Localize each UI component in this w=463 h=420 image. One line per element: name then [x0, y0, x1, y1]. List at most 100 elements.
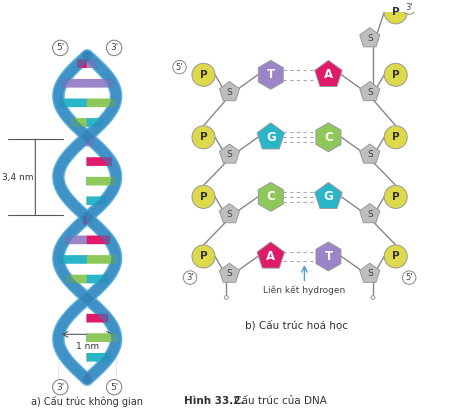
Circle shape [106, 380, 122, 395]
FancyBboxPatch shape [86, 333, 88, 342]
Text: T: T [325, 250, 332, 263]
Text: S: S [367, 210, 373, 219]
Circle shape [225, 296, 228, 299]
Text: T: T [267, 68, 275, 81]
Polygon shape [219, 81, 239, 101]
Text: Cấu trúc của DNA: Cấu trúc của DNA [232, 396, 327, 407]
FancyBboxPatch shape [86, 138, 88, 146]
Circle shape [192, 245, 215, 268]
FancyBboxPatch shape [86, 353, 88, 362]
Circle shape [384, 245, 407, 268]
Circle shape [183, 271, 197, 284]
Text: G: G [266, 131, 275, 144]
FancyBboxPatch shape [86, 197, 88, 205]
Polygon shape [219, 144, 239, 163]
Polygon shape [360, 204, 380, 223]
Text: 3': 3' [406, 3, 413, 12]
Text: S: S [367, 150, 373, 159]
Polygon shape [316, 242, 341, 271]
FancyBboxPatch shape [87, 314, 108, 323]
Text: 5': 5' [176, 63, 183, 72]
FancyBboxPatch shape [87, 118, 103, 127]
Circle shape [192, 185, 215, 208]
Circle shape [192, 126, 215, 149]
FancyBboxPatch shape [71, 118, 88, 127]
FancyBboxPatch shape [87, 177, 117, 186]
Text: 3': 3' [110, 43, 118, 52]
Circle shape [192, 63, 215, 87]
Text: G: G [324, 190, 333, 203]
FancyBboxPatch shape [87, 236, 110, 244]
Polygon shape [360, 81, 380, 101]
FancyBboxPatch shape [87, 157, 112, 166]
FancyBboxPatch shape [57, 255, 88, 264]
Text: 5': 5' [56, 43, 64, 52]
Circle shape [402, 1, 416, 14]
Polygon shape [360, 28, 380, 47]
FancyBboxPatch shape [87, 255, 117, 264]
FancyBboxPatch shape [64, 236, 88, 244]
FancyBboxPatch shape [86, 177, 88, 186]
Polygon shape [257, 242, 284, 268]
Circle shape [402, 271, 416, 284]
FancyBboxPatch shape [87, 333, 117, 342]
Text: S: S [226, 210, 232, 219]
Text: P: P [200, 252, 207, 262]
Polygon shape [315, 182, 342, 209]
Text: S: S [367, 269, 373, 278]
Text: C: C [324, 131, 333, 144]
Text: S: S [226, 269, 232, 278]
Circle shape [106, 40, 122, 55]
FancyBboxPatch shape [87, 216, 91, 225]
Polygon shape [360, 263, 380, 282]
Text: P: P [200, 192, 207, 202]
FancyBboxPatch shape [67, 275, 88, 284]
FancyBboxPatch shape [61, 79, 88, 88]
Text: b) Cấu trúc hoá học: b) Cấu trúc hoá học [245, 319, 348, 330]
Text: 5': 5' [406, 273, 413, 282]
Text: 5': 5' [110, 383, 118, 392]
Text: P: P [200, 132, 207, 142]
Polygon shape [315, 60, 342, 87]
Text: P: P [392, 7, 400, 17]
Circle shape [384, 63, 407, 87]
Text: a) Cấu trúc không gian: a) Cấu trúc không gian [31, 396, 143, 407]
Polygon shape [257, 123, 284, 149]
Circle shape [173, 60, 186, 74]
Text: A: A [324, 68, 333, 81]
FancyBboxPatch shape [86, 373, 88, 381]
FancyBboxPatch shape [87, 59, 97, 68]
Text: A: A [266, 250, 275, 263]
FancyBboxPatch shape [86, 314, 88, 323]
FancyBboxPatch shape [87, 373, 91, 381]
Text: 3': 3' [186, 273, 194, 282]
Circle shape [384, 185, 407, 208]
FancyBboxPatch shape [87, 197, 106, 205]
Circle shape [384, 126, 407, 149]
Text: P: P [392, 132, 400, 142]
Circle shape [53, 380, 68, 395]
FancyBboxPatch shape [87, 353, 110, 362]
FancyBboxPatch shape [77, 59, 88, 68]
Text: S: S [226, 88, 232, 97]
FancyBboxPatch shape [87, 138, 94, 146]
Polygon shape [258, 182, 283, 211]
Text: S: S [367, 88, 373, 97]
Polygon shape [219, 204, 239, 223]
Text: Liên kết hydrogen: Liên kết hydrogen [263, 285, 345, 295]
FancyBboxPatch shape [58, 99, 88, 107]
Text: P: P [200, 70, 207, 80]
Text: C: C [266, 190, 275, 203]
Polygon shape [258, 60, 283, 89]
Circle shape [53, 40, 68, 55]
FancyBboxPatch shape [86, 157, 88, 166]
Text: P: P [392, 192, 400, 202]
FancyBboxPatch shape [87, 99, 116, 107]
Circle shape [384, 1, 407, 24]
Polygon shape [219, 263, 239, 282]
FancyBboxPatch shape [87, 79, 113, 88]
FancyBboxPatch shape [83, 216, 88, 225]
Text: S: S [367, 34, 373, 43]
Text: S: S [226, 150, 232, 159]
Polygon shape [360, 144, 380, 163]
